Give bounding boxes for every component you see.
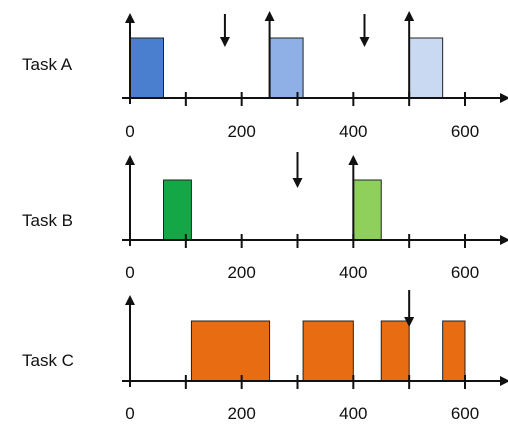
tick-label: 400 [339,122,367,141]
execution-bar [352,179,382,241]
tick-label: 600 [451,404,479,423]
tick-label: 600 [451,263,479,282]
execution-bar [408,37,444,99]
task-row: 0 200 400 600 [122,152,508,282]
tick-label: 0 [125,122,134,141]
execution-bar [190,320,271,382]
task-a-label: Task A [22,55,73,74]
tick-label: 600 [451,122,479,141]
tick-label: 0 [125,263,134,282]
tick-label: 400 [339,263,367,282]
tick-label: 200 [227,122,255,141]
task-c-label: Task C [22,351,74,370]
tick-label: 400 [339,404,367,423]
execution-bar [442,320,466,382]
tick-label: 200 [227,404,255,423]
task-b-label: Task B [22,211,73,230]
task-rows: 0 200 400 600 0 200 400 600 0 200 400 600 [122,11,508,423]
tick-label: 0 [125,404,134,423]
execution-bar [380,320,410,382]
tick-label: 200 [227,263,255,282]
execution-bar [269,37,304,99]
execution-bar [129,37,164,99]
execution-bar [302,320,354,382]
task-row: 0 200 400 600 [122,290,508,423]
task-row: 0 200 400 600 [122,11,508,141]
execution-bar [163,179,192,241]
